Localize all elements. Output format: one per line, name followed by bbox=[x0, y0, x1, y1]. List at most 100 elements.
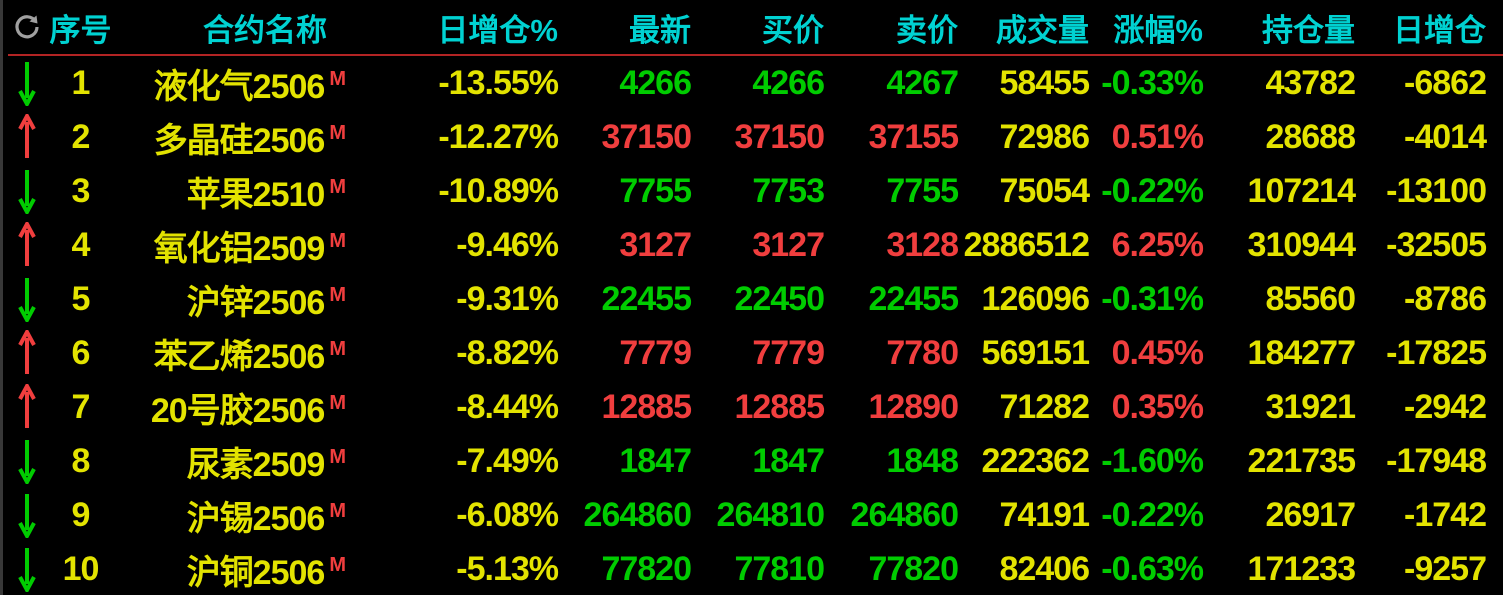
table-row[interactable]: 2 多晶硅2506 M -12.27% 37150 37150 37155 729… bbox=[3, 110, 1503, 164]
change-pct-cell: -0.33% bbox=[1101, 63, 1204, 102]
table-row[interactable]: 5 沪锌2506 M -9.31% 22455 22450 22455 12609… bbox=[3, 272, 1503, 326]
table-row[interactable]: 3 苹果2510 M -10.89% 7755 7753 7755 75054 -… bbox=[3, 164, 1503, 218]
latest-price-cell: 77820 bbox=[601, 549, 692, 588]
volume-cell: 75054 bbox=[999, 171, 1090, 210]
contract-name: 20号胶2506 bbox=[150, 391, 325, 430]
latest-price-cell: 7779 bbox=[619, 333, 692, 372]
latest-price-cell: 3127 bbox=[619, 225, 692, 264]
open-interest-cell: 184277 bbox=[1247, 333, 1356, 372]
rank-number: 4 bbox=[71, 225, 91, 264]
col-header-bid[interactable]: 买价 bbox=[762, 12, 824, 48]
ask-price-cell: 264860 bbox=[850, 495, 959, 534]
table-row[interactable]: 10 沪铜2506 M -5.13% 77820 77810 77820 8240… bbox=[3, 542, 1503, 595]
main-contract-mark: M bbox=[329, 68, 346, 91]
contract-name: 沪锡2506 bbox=[186, 499, 326, 538]
table-row[interactable]: 8 尿素2509 M -7.49% 1847 1847 1848 222362 -… bbox=[3, 434, 1503, 488]
main-contract-mark: M bbox=[329, 230, 346, 253]
rank-number: 1 bbox=[71, 63, 91, 102]
table-body: 1 液化气2506 M -13.55% 4266 4266 4267 58455 … bbox=[3, 56, 1503, 595]
refresh-button[interactable] bbox=[8, 0, 48, 54]
volume-cell: 58455 bbox=[999, 63, 1090, 102]
col-header-open-interest[interactable]: 持仓量 bbox=[1262, 12, 1355, 48]
day-inc-cell: -2942 bbox=[1404, 387, 1487, 426]
ask-price-cell: 22455 bbox=[868, 279, 959, 318]
contract-name-cell: 20号胶2506 M bbox=[113, 383, 353, 432]
day-inc-cell: -17825 bbox=[1386, 333, 1487, 372]
contract-name-cell: 苯乙烯2506 M bbox=[113, 329, 353, 378]
col-header-day-inc[interactable]: 日增仓 bbox=[1393, 12, 1486, 48]
open-interest-cell: 85560 bbox=[1265, 279, 1356, 318]
contract-name-cell: 多晶硅2506 M bbox=[113, 113, 353, 162]
open-interest-cell: 43782 bbox=[1265, 63, 1356, 102]
latest-price-cell: 22455 bbox=[601, 279, 692, 318]
bid-price-cell: 37150 bbox=[734, 117, 825, 156]
table-row[interactable]: 9 沪锡2506 M -6.08% 264860 264810 264860 74… bbox=[3, 488, 1503, 542]
open-interest-cell: 171233 bbox=[1247, 549, 1356, 588]
trend-arrow-icon bbox=[8, 222, 48, 268]
open-interest-cell: 31921 bbox=[1265, 387, 1356, 426]
ask-price-cell: 1848 bbox=[886, 441, 959, 480]
day-inc-pct-cell: -12.27% bbox=[438, 117, 559, 156]
ask-price-cell: 7780 bbox=[886, 333, 959, 372]
open-interest-cell: 310944 bbox=[1247, 225, 1356, 264]
header-divider bbox=[8, 54, 1503, 56]
change-pct-cell: 0.45% bbox=[1111, 333, 1204, 372]
rank-number: 2 bbox=[71, 117, 91, 156]
trend-arrow-icon bbox=[8, 330, 48, 376]
table-row[interactable]: 1 液化气2506 M -13.55% 4266 4266 4267 58455 … bbox=[3, 56, 1503, 110]
volume-cell: 222362 bbox=[981, 441, 1090, 480]
day-inc-pct-cell: -10.89% bbox=[438, 171, 559, 210]
trend-arrow-icon bbox=[8, 276, 48, 322]
trend-arrow-icon bbox=[8, 438, 48, 484]
volume-cell: 72986 bbox=[999, 117, 1090, 156]
volume-cell: 2886512 bbox=[963, 225, 1090, 264]
table-row[interactable]: 6 苯乙烯2506 M -8.82% 7779 7779 7780 569151 … bbox=[3, 326, 1503, 380]
day-inc-pct-cell: -6.08% bbox=[456, 495, 559, 534]
change-pct-cell: -0.22% bbox=[1101, 171, 1204, 210]
rank-number: 6 bbox=[71, 333, 91, 372]
col-header-change-pct[interactable]: 涨幅% bbox=[1113, 12, 1203, 48]
day-inc-cell: -4014 bbox=[1404, 117, 1487, 156]
col-header-day-inc-pct[interactable]: 日增仓% bbox=[437, 12, 558, 48]
contract-name-cell: 沪锌2506 M bbox=[113, 275, 353, 324]
day-inc-cell: -1742 bbox=[1404, 495, 1487, 534]
bid-price-cell: 22450 bbox=[734, 279, 825, 318]
main-contract-mark: M bbox=[329, 122, 346, 145]
latest-price-cell: 264860 bbox=[583, 495, 692, 534]
day-inc-pct-cell: -7.49% bbox=[456, 441, 559, 480]
contract-name: 苹果2510 bbox=[186, 175, 326, 214]
ask-price-cell: 77820 bbox=[868, 549, 959, 588]
open-interest-cell: 221735 bbox=[1247, 441, 1356, 480]
contract-name-cell: 尿素2509 M bbox=[113, 437, 353, 486]
trend-arrow-icon bbox=[8, 168, 48, 214]
main-contract-mark: M bbox=[329, 446, 346, 469]
day-inc-cell: -17948 bbox=[1386, 441, 1487, 480]
trend-arrow-icon bbox=[8, 492, 48, 538]
day-inc-pct-cell: -8.44% bbox=[456, 387, 559, 426]
bid-price-cell: 264810 bbox=[716, 495, 825, 534]
col-header-seq[interactable]: 序号 bbox=[49, 12, 112, 48]
col-header-volume[interactable]: 成交量 bbox=[996, 12, 1089, 48]
col-header-ask[interactable]: 卖价 bbox=[896, 12, 958, 48]
latest-price-cell: 7755 bbox=[619, 171, 692, 210]
col-header-latest[interactable]: 最新 bbox=[629, 12, 691, 48]
change-pct-cell: 0.51% bbox=[1111, 117, 1204, 156]
main-contract-mark: M bbox=[329, 500, 346, 523]
day-inc-pct-cell: -9.31% bbox=[456, 279, 559, 318]
ask-price-cell: 37155 bbox=[868, 117, 959, 156]
day-inc-cell: -8786 bbox=[1404, 279, 1487, 318]
trend-arrow-icon bbox=[8, 546, 48, 592]
table-row[interactable]: 7 20号胶2506 M -8.44% 12885 12885 12890 712… bbox=[3, 380, 1503, 434]
bid-price-cell: 7779 bbox=[752, 333, 825, 372]
main-contract-mark: M bbox=[329, 284, 346, 307]
day-inc-cell: -9257 bbox=[1404, 549, 1487, 588]
contract-name-cell: 沪铜2506 M bbox=[113, 545, 353, 594]
contract-name: 沪锌2506 bbox=[186, 283, 326, 322]
col-header-contract-name[interactable]: 合约名称 bbox=[203, 12, 327, 48]
volume-cell: 569151 bbox=[981, 333, 1090, 372]
table-row[interactable]: 4 氧化铝2509 M -9.46% 3127 3127 3128 2886512… bbox=[3, 218, 1503, 272]
latest-price-cell: 4266 bbox=[619, 63, 692, 102]
day-inc-cell: -6862 bbox=[1404, 63, 1487, 102]
trend-arrow-icon bbox=[8, 114, 48, 160]
